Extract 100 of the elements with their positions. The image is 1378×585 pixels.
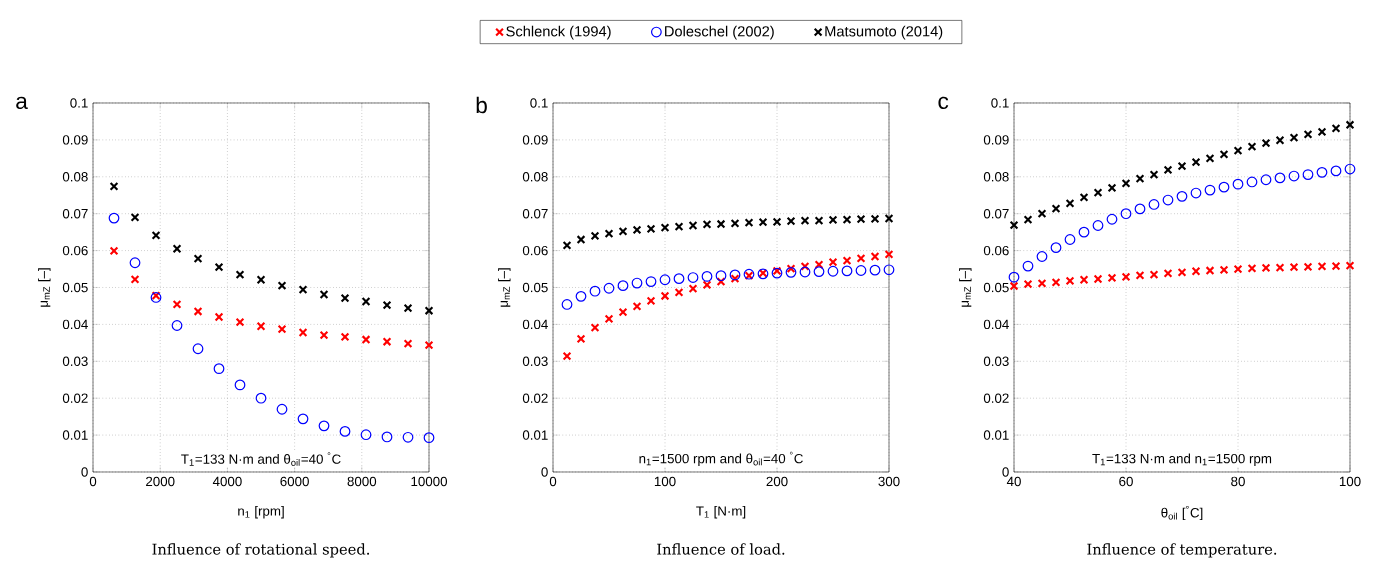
- point: [1093, 188, 1103, 198]
- point: [730, 274, 740, 284]
- point: [1204, 184, 1216, 196]
- point: [814, 216, 824, 226]
- point: [1330, 165, 1342, 177]
- point: [1275, 263, 1285, 273]
- point: [562, 351, 572, 361]
- point: [1205, 266, 1215, 275]
- y-tick-label: 0.02: [983, 393, 1009, 403]
- point: [1093, 274, 1103, 284]
- point: [151, 231, 161, 240]
- point: [1037, 278, 1047, 288]
- point: [381, 431, 393, 443]
- point: [255, 392, 267, 404]
- x-tick-label: 4000: [212, 476, 242, 487]
- point: [786, 264, 796, 274]
- point: [1176, 190, 1188, 202]
- point: [256, 321, 266, 331]
- y-tick-label: 0.1: [70, 98, 88, 108]
- point: [1331, 123, 1341, 133]
- point: [256, 275, 266, 285]
- point: [702, 219, 712, 229]
- y-tick-label: 0.01: [522, 430, 548, 440]
- point: [799, 266, 811, 278]
- point: [277, 324, 287, 334]
- point: [856, 214, 866, 224]
- x-tick-label: 40: [1006, 476, 1021, 487]
- y-tick-label: 0.04: [62, 319, 88, 330]
- point: [1275, 135, 1285, 145]
- point: [1036, 251, 1048, 262]
- point: [1051, 204, 1061, 213]
- x-tick-label: 8000: [347, 476, 377, 487]
- point: [130, 274, 140, 284]
- point: [1121, 272, 1131, 282]
- point: [800, 216, 810, 226]
- point: [1219, 149, 1229, 159]
- y-tick-label: 0.05: [522, 282, 548, 293]
- point: [1023, 215, 1033, 225]
- point: [618, 226, 628, 236]
- point: [1149, 270, 1159, 280]
- y-tick-label: 0.09: [522, 135, 548, 145]
- point: [1317, 127, 1327, 137]
- point: [561, 299, 573, 310]
- point: [1121, 178, 1131, 188]
- point: [870, 214, 880, 224]
- point: [382, 300, 392, 310]
- y-tick-label: 0.03: [983, 356, 1009, 366]
- point: [403, 303, 413, 313]
- point: [617, 280, 629, 292]
- point: [1261, 138, 1271, 148]
- point: [172, 244, 182, 254]
- point: [276, 403, 288, 415]
- y-tick-label: 0.03: [62, 356, 88, 366]
- point: [1135, 174, 1145, 184]
- point: [1135, 270, 1145, 280]
- point: [632, 301, 642, 311]
- point: [1106, 213, 1118, 225]
- point: [403, 339, 413, 349]
- point: [1191, 266, 1201, 276]
- point: [618, 307, 628, 317]
- y-tick-label: 0.1: [991, 98, 1009, 108]
- x-tick-label: 300: [878, 476, 900, 487]
- point: [172, 300, 182, 309]
- point: [1120, 208, 1132, 220]
- point: [235, 317, 245, 327]
- point: [1050, 242, 1062, 254]
- point: [1107, 183, 1117, 193]
- point: [786, 216, 796, 226]
- point: [1302, 169, 1314, 180]
- point: [298, 285, 308, 295]
- point: [109, 181, 119, 191]
- point: [688, 221, 698, 230]
- point: [603, 282, 615, 294]
- point: [1246, 176, 1258, 188]
- point: [855, 265, 867, 276]
- point: [702, 280, 712, 290]
- x-tick-label: 100: [654, 476, 676, 487]
- x-tick-label: 0: [549, 476, 557, 487]
- point: [361, 297, 371, 306]
- point: [424, 340, 434, 350]
- point: [297, 413, 309, 425]
- point: [1051, 277, 1061, 287]
- point: [562, 240, 572, 250]
- point: [108, 212, 120, 224]
- point: [361, 335, 371, 344]
- point: [632, 225, 642, 235]
- point: [1162, 194, 1174, 206]
- x-tick-label: 2000: [146, 476, 175, 487]
- point: [1009, 281, 1019, 291]
- point: [576, 334, 586, 344]
- point: [1037, 209, 1047, 219]
- point: [1163, 269, 1173, 278]
- point: [856, 253, 866, 263]
- point: [772, 217, 782, 227]
- point: [171, 320, 183, 331]
- point: [318, 420, 330, 432]
- legend-label: Schlenck (1994): [506, 25, 611, 40]
- point: [1331, 261, 1341, 271]
- x-tick-label: 0: [89, 476, 97, 487]
- point: [424, 306, 434, 316]
